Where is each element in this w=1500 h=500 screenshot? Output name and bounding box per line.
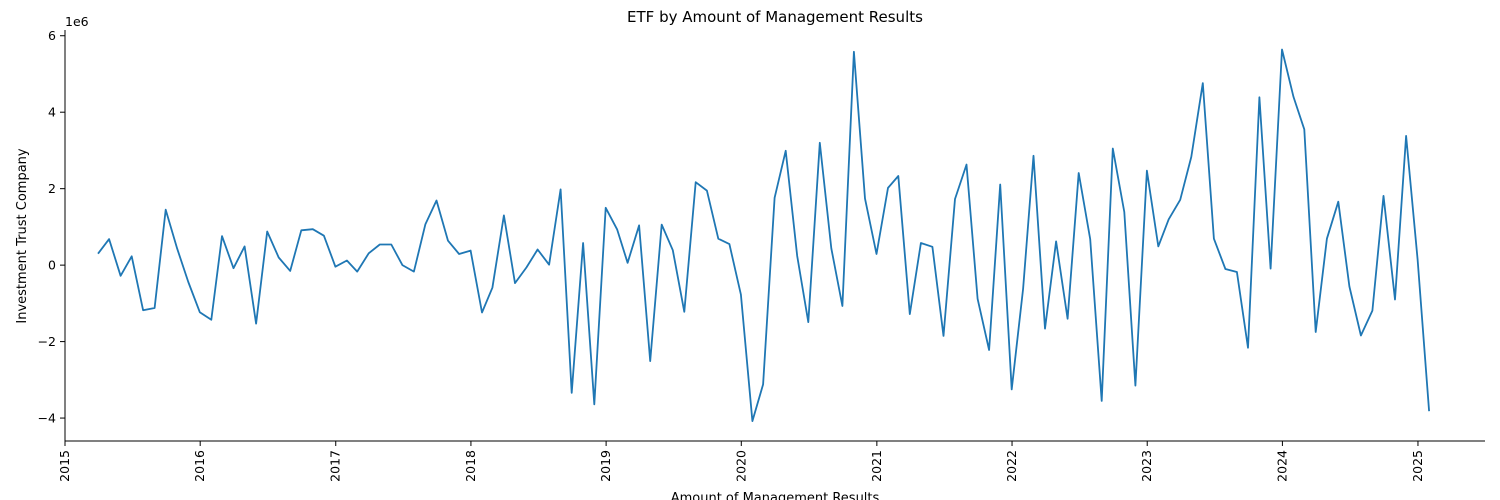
x-tick-label: 2016 xyxy=(192,450,207,482)
y-tick-label: −4 xyxy=(38,411,56,426)
x-tick-label: 2023 xyxy=(1139,450,1154,482)
x-axis-ticks: 2015 2016 2017 2018 2019 2020 2021 2022 2023 2024… xyxy=(57,441,1425,482)
x-tick-label: 2019 xyxy=(598,450,613,482)
y-axis-label: Investment Trust Company xyxy=(15,148,30,324)
x-tick-label: 2025 xyxy=(1410,450,1425,482)
y-tick-label: 2 xyxy=(48,181,56,196)
x-tick-label: 2024 xyxy=(1274,450,1289,482)
y-tick-label: 6 xyxy=(48,28,56,43)
x-tick-label: 2017 xyxy=(328,450,343,482)
series-line xyxy=(97,48,1430,422)
y-tick-label: 0 xyxy=(48,258,56,273)
y-tick-label: 4 xyxy=(48,105,56,120)
x-axis-label: Amount of Management Results xyxy=(671,491,880,500)
x-tick-label: 2021 xyxy=(869,450,884,482)
x-tick-label: 2020 xyxy=(733,450,748,482)
chart-title: ETF by Amount of Management Results xyxy=(627,8,923,26)
y-axis-ticks: −4 −2 0 2 4 6 xyxy=(38,28,65,426)
x-tick-label: 2022 xyxy=(1004,450,1019,482)
x-tick-label: 2015 xyxy=(57,450,72,482)
y-tick-label: −2 xyxy=(38,334,56,349)
y-axis-offset-label: 1e6 xyxy=(65,14,89,29)
x-tick-label: 2018 xyxy=(463,450,478,482)
